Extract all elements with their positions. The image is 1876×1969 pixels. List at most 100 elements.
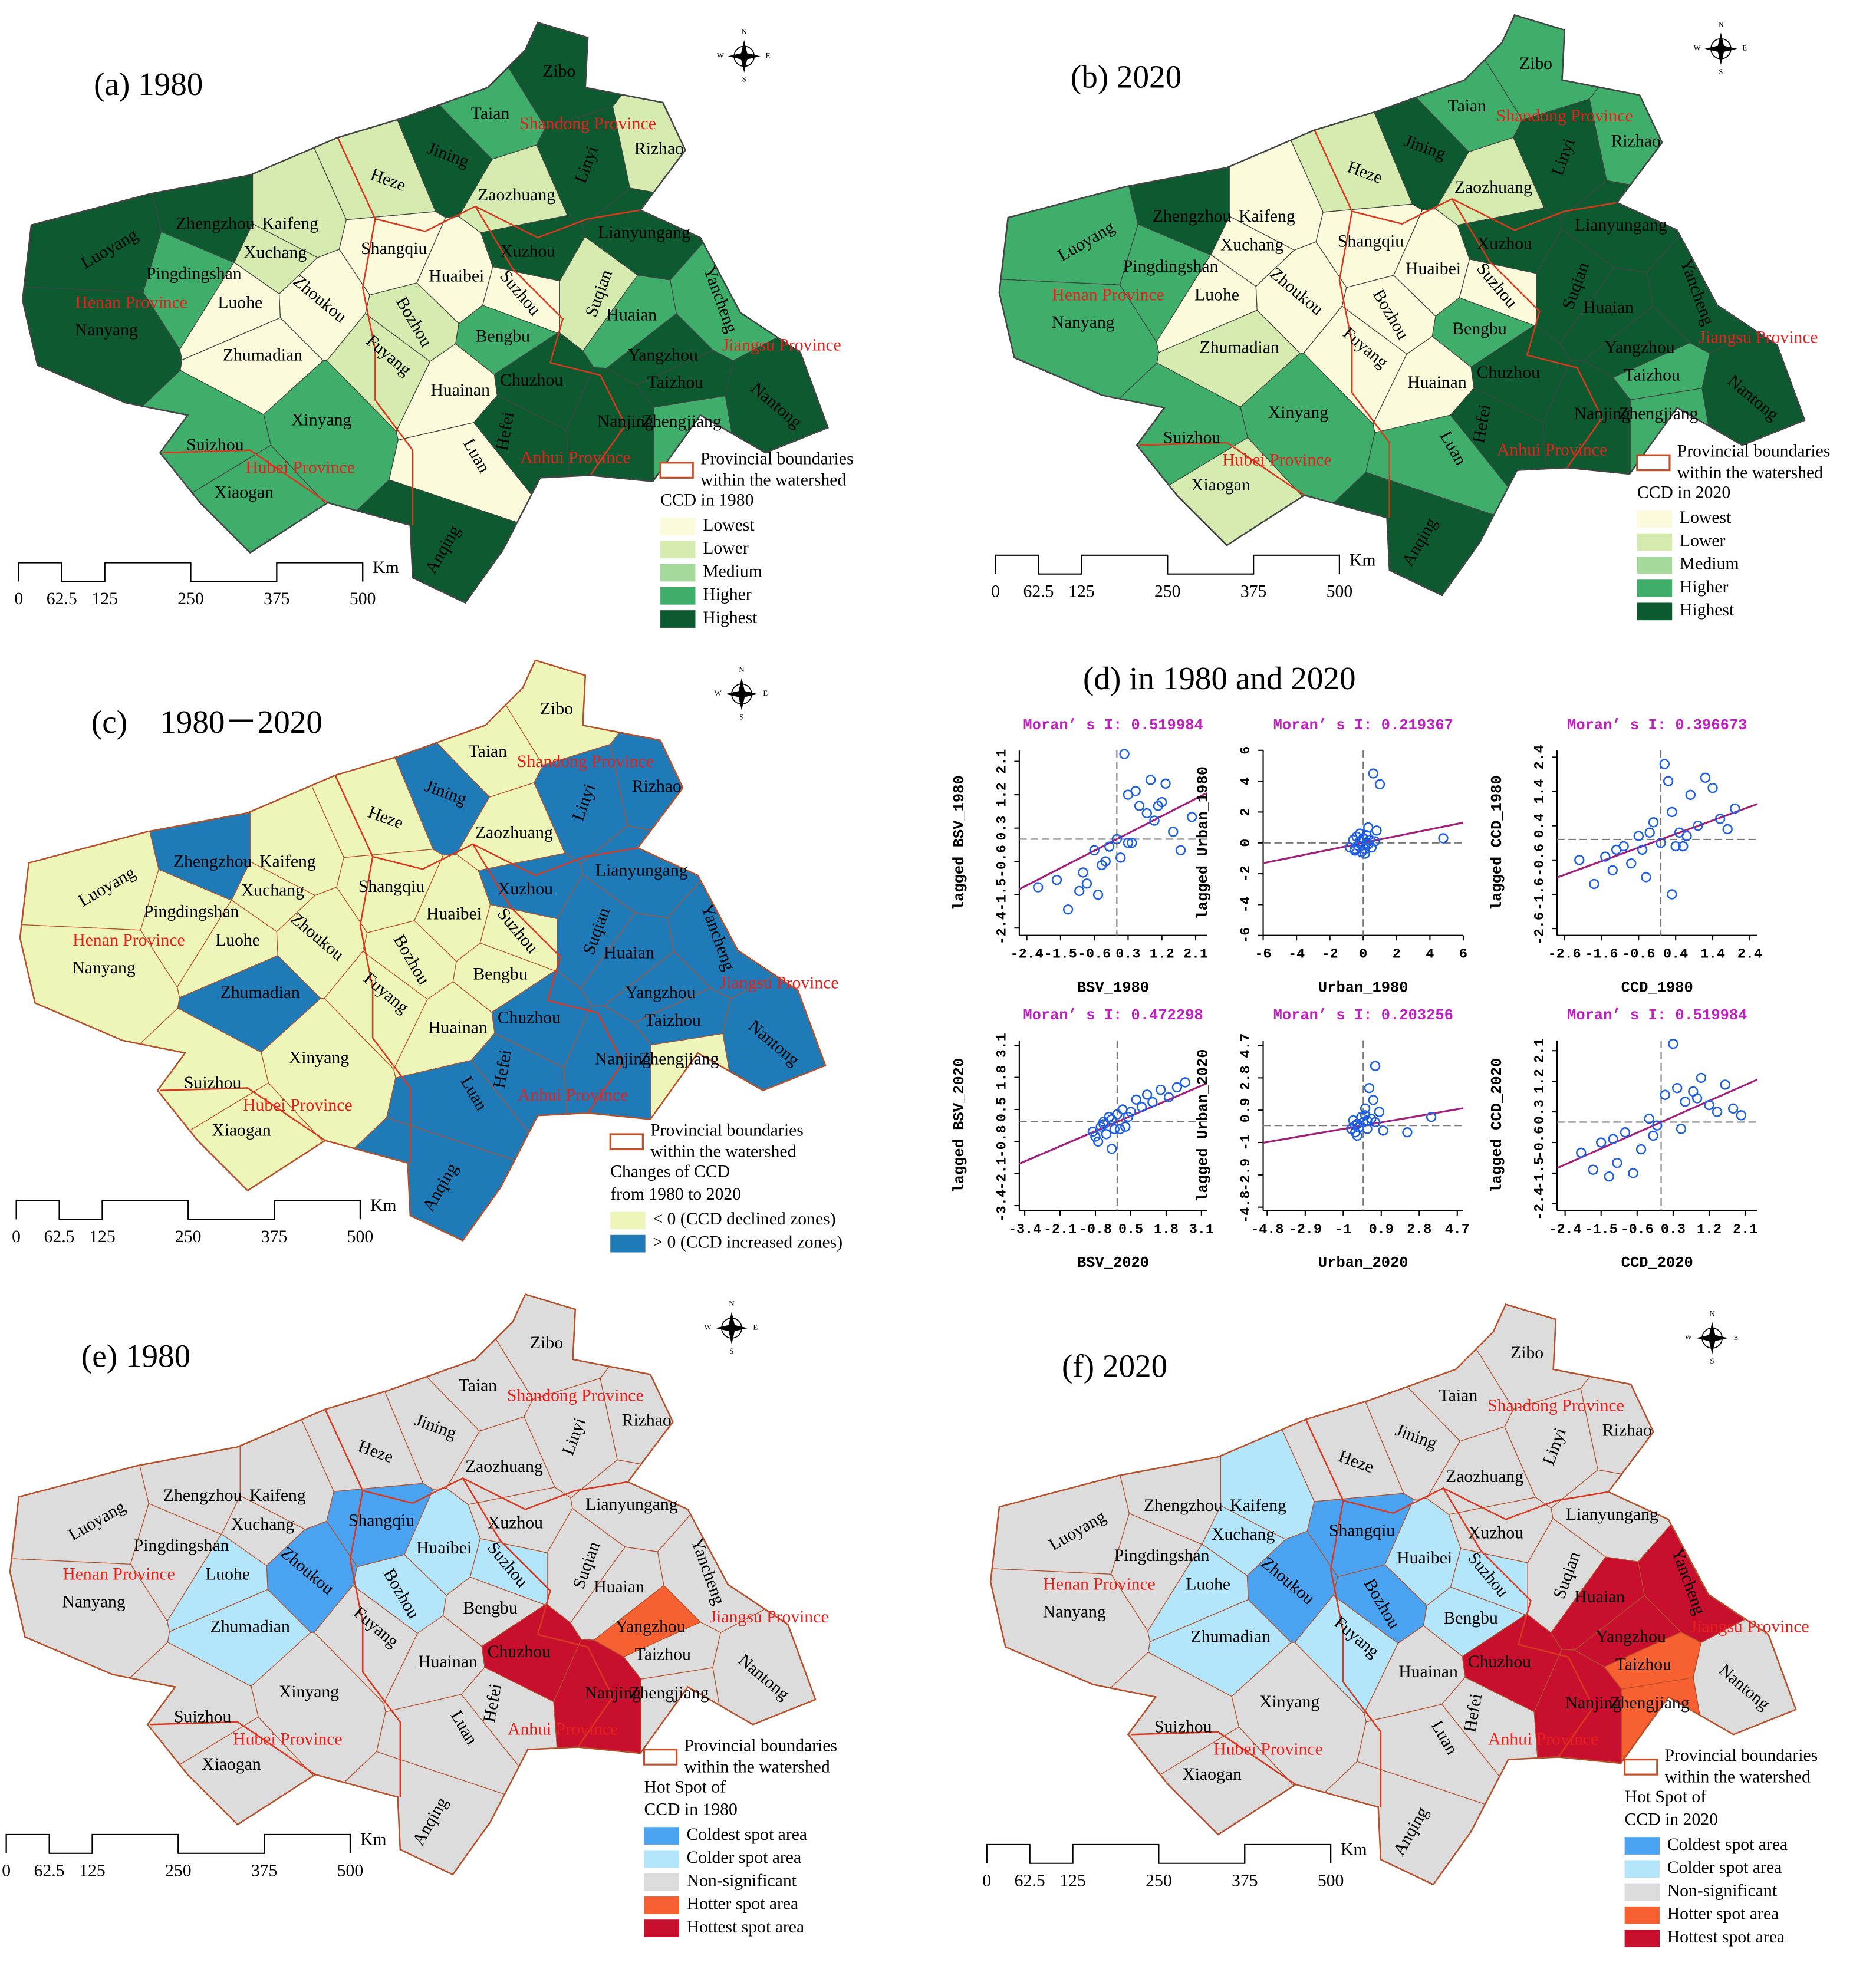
city-label: Luohe [218,293,262,312]
watershed-outline [21,21,829,604]
city-label: Yangzhou [626,983,696,1002]
legend-title: CCD in 2020 [1625,1810,1718,1829]
legend-title: Hot Spot of [644,1777,726,1796]
point [1134,801,1145,811]
x-tick-label: 0.9 [1369,1222,1394,1237]
region [669,150,828,361]
point [1089,845,1100,856]
point [1648,1130,1658,1141]
point [1114,1124,1125,1135]
point [1123,838,1134,848]
point [1120,1121,1131,1132]
city-label: Xuzhou [488,1514,543,1533]
y-tick-label: -1.5 [1533,1157,1548,1190]
city-label: Nanjing [585,1684,641,1703]
city-label: Pingdingshan [1123,257,1219,276]
legend-label: Lowest [703,516,755,535]
province-boundary [150,1721,316,1776]
city-label: Huaibei [429,267,484,286]
y-tick-label: -4 [1239,896,1254,913]
city-label: Zaozhuang [478,186,555,205]
x-tick-label: -2.4 [1011,947,1044,963]
x-tick-label: -4.8 [1250,1222,1283,1237]
legend-swatch [660,610,696,628]
y-tick-label: 2.4 [1533,745,1548,769]
city-label: Huainan [430,381,490,400]
city-label: Zhumadian [223,345,302,364]
point [1033,882,1044,893]
scale-label: 62.5 [34,1861,65,1880]
city-label: Xuchang [241,881,304,900]
city-label: Huainan [1398,1662,1458,1681]
scatter-plot: Moran’ s I: 0.472298 BSV_2020 lagged BSV_2… [951,1007,1214,1272]
province-label: Shandong Province [1487,1396,1624,1415]
legend-label: < 0 (CCD declined zones) [653,1210,835,1229]
city-label: Zhumadian [220,983,300,1002]
city-label: Zhengjiang [639,1050,719,1069]
point [1149,815,1160,826]
region [990,1304,1130,1575]
city-label: Nanyang [1051,313,1114,332]
city-label: Zibo [1519,54,1552,73]
boundary-swatch [1636,454,1671,472]
compass-letter: S [1710,1357,1714,1365]
point [1693,820,1703,831]
city-label: Taizhou [635,1645,691,1664]
city-label: Suizhou [1163,428,1220,447]
scale-label: 0 [982,1871,991,1890]
city-label: Xuchang [1220,236,1283,255]
legend-swatch [660,564,696,582]
point [1667,889,1677,900]
scatter-plot: Moran’ s I: 0.396673 CCD_1980 lagged CCD_1… [1489,717,1762,996]
compass-letter: E [1742,44,1747,52]
x-tick-label: -2.1 [1044,1222,1077,1237]
y-tick-label: 0.3 [995,816,1010,841]
city-label: Bengbu [473,964,528,983]
city-label: Zhengzhou [1153,207,1232,226]
compass-letter: N [729,1299,734,1308]
x-tick-label: 4.7 [1445,1222,1470,1237]
province-boundary [1329,1500,1382,1807]
y-tick-label: 4.7 [1239,1033,1254,1058]
city-label: Pingdingshan [144,902,239,921]
scale-bar [15,1200,361,1220]
compass-letter: S [1719,68,1723,76]
city-label: Taian [1448,97,1487,116]
boundary-swatch [609,1133,644,1151]
point [1589,878,1599,890]
city-label: Xinyang [291,411,351,430]
scale-label: 0 [2,1861,11,1880]
city-label: Huaian [594,1578,644,1596]
city-label: Xinyang [289,1049,349,1068]
point [1611,844,1622,855]
city-label: Huaian [1574,1588,1625,1606]
city-label: Lianyungang [585,1495,678,1514]
point [1676,1124,1687,1134]
point [1668,1039,1678,1049]
scale-label: 125 [89,1227,116,1246]
point [1712,1107,1723,1117]
moran-title: Moran’ s I: 0.519984 [1023,717,1203,734]
province-boundary [475,206,627,476]
province-label: Shandong Province [507,1386,644,1405]
point [1656,838,1666,848]
y-tick-label: 6 [1239,746,1254,755]
watershed-outline [9,1293,817,1876]
legend-label: Hotter spot area [1667,1905,1779,1924]
compass-letter: E [753,1323,758,1332]
city-label: Taian [459,1376,498,1395]
city-label: Zaozhuang [1454,178,1532,197]
city-label: Taizhou [1615,1655,1671,1674]
legend-swatch [610,1234,646,1253]
city-label: Nanjing [1574,404,1631,423]
point [1368,768,1378,779]
y-tick-label: 1.2 [995,782,1010,807]
point [1607,865,1618,875]
scatter-plot: Moran’ s I: 0.519984 CCD_2020 lagged CCD_2… [1489,1007,1757,1272]
y-tick-label: 2 [1239,808,1254,816]
city-label: Xinyang [1268,403,1328,422]
legend-title: CCD in 1980 [644,1800,737,1819]
city-label: Huaian [606,306,657,325]
city-label: Rizhao [1611,132,1661,151]
point [1637,844,1648,855]
